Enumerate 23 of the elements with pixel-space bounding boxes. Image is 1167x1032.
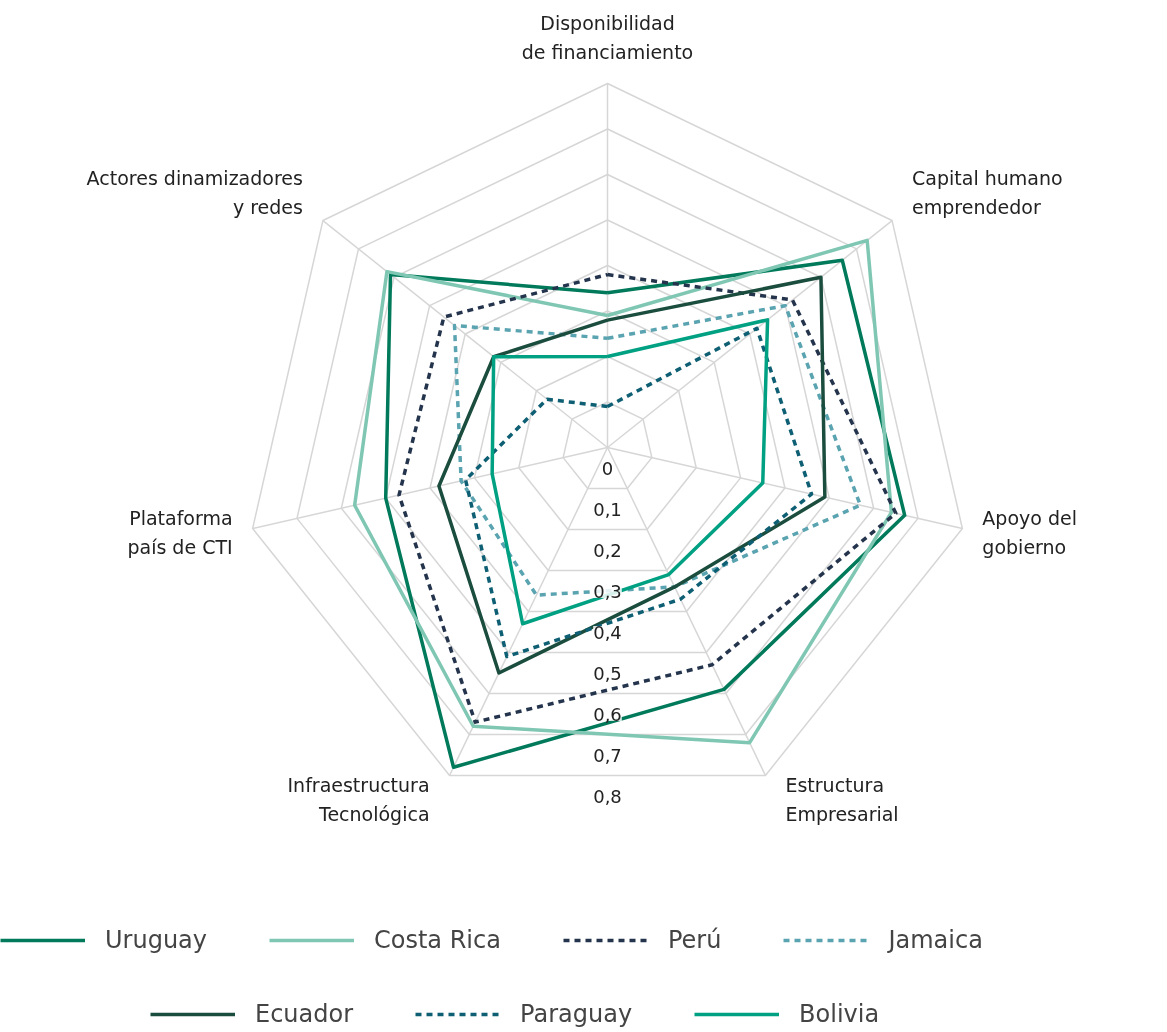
y-tick-label: 0,1 (593, 498, 622, 520)
y-tick-label: 0,6 (593, 703, 622, 725)
y-tick-label: 0,5 (593, 662, 622, 684)
spoke-label: Disponibilidad de financiamiento (521, 11, 694, 64)
spoke-label: Capital humano emprendedor (912, 166, 1063, 219)
legend-label: Ecuador (255, 1000, 354, 1028)
legend-label: Paraguay (520, 1000, 633, 1028)
y-tick-label: 0,2 (593, 539, 622, 561)
y-tick-label: 0 (601, 458, 614, 479)
legend-label: Jamaica (888, 926, 983, 954)
y-tick-label: 0,4 (593, 621, 622, 643)
spoke-label: Apoyo del gobierno (982, 506, 1077, 559)
y-tick-label: 0,8 (593, 785, 622, 807)
spoke-label: Plataforma país de CTI (127, 506, 233, 559)
legend-label: Uruguay (105, 926, 207, 954)
spoke-label: Actores dinamizadores y redes (86, 166, 303, 219)
y-tick-label: 0,7 (593, 744, 622, 766)
y-tick-label: 0,3 (593, 580, 622, 602)
spoke-label: Infraestructura Tecnológica (287, 773, 430, 826)
legend-label: Perú (667, 926, 722, 954)
spoke-label: Estructura Empresarial (785, 773, 899, 826)
legend-label: Bolivia (799, 1000, 880, 1028)
legend-label: Costa Rica (374, 926, 501, 954)
